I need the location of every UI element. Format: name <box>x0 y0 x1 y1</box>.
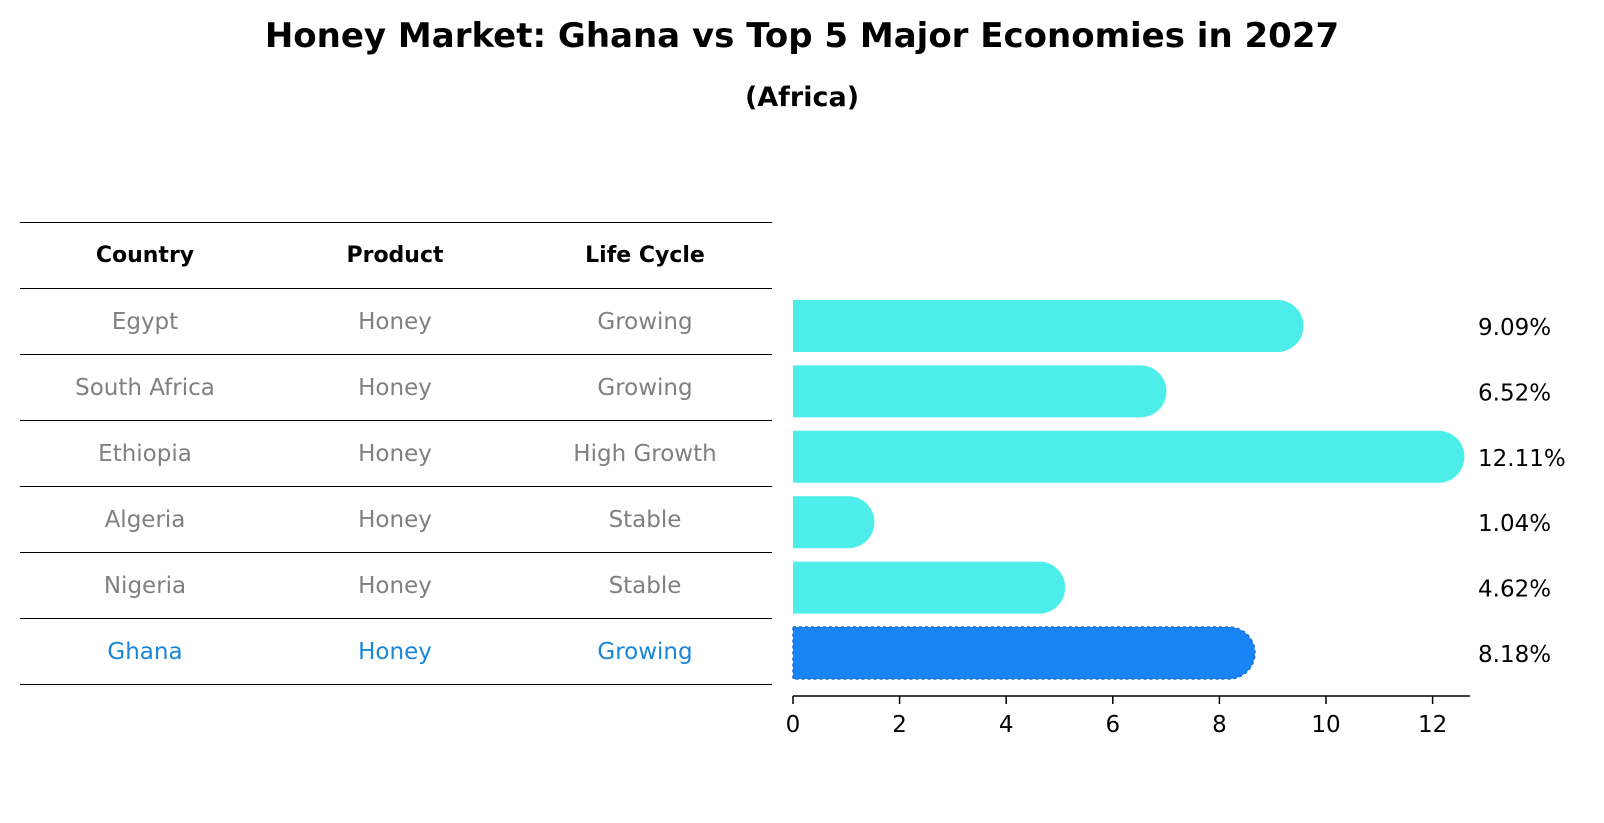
x-tick-label: 6 <box>1105 712 1120 738</box>
data-label: 8.18% <box>1478 642 1551 668</box>
x-tick-label: 10 <box>1311 712 1340 738</box>
table-cell: Growing <box>597 308 693 335</box>
table-cell: Algeria <box>104 506 186 533</box>
table-cell: South Africa <box>75 374 215 401</box>
table-row: South Africa Honey Growing <box>20 354 772 420</box>
x-tick-label: 4 <box>999 712 1014 738</box>
bar-ethiopia <box>793 430 1465 483</box>
data-label: 4.62% <box>1478 577 1551 603</box>
table-cell: Honey <box>358 638 432 665</box>
column-header: Country <box>95 243 195 268</box>
table-row: Egypt Honey Growing <box>20 288 772 354</box>
table-cell: Honey <box>358 440 432 467</box>
table-cell: High Growth <box>573 440 717 467</box>
table-row: Algeria Honey Stable <box>20 486 772 552</box>
table-cell: Ghana <box>107 638 183 665</box>
bar-south-africa <box>793 365 1167 418</box>
table-cell: Growing <box>597 638 693 665</box>
table-cell: Nigeria <box>103 572 187 599</box>
chart-title: Honey Market: Ghana vs Top 5 Major Econo… <box>264 16 1340 56</box>
table-row-highlight: Ghana Honey Growing <box>20 618 772 685</box>
table-cell: Egypt <box>111 308 179 335</box>
table-cell: Ethiopia <box>98 440 192 467</box>
table-cell: Honey <box>358 374 432 401</box>
table-cell: Honey <box>358 572 432 599</box>
data-label: 1.04% <box>1478 511 1551 537</box>
bar-nigeria <box>793 561 1066 614</box>
data-label: 12.11% <box>1478 446 1566 472</box>
table-row: Nigeria Honey Stable <box>20 552 772 618</box>
table-cell: Honey <box>358 506 432 533</box>
data-table: Country Product Life Cycle Egypt Honey G… <box>20 222 772 685</box>
x-tick-label: 2 <box>892 712 907 738</box>
bar-ghana <box>792 626 1256 680</box>
x-tick-label: 12 <box>1418 712 1447 738</box>
table-cell: Stable <box>608 572 682 599</box>
data-label: 6.52% <box>1478 380 1551 406</box>
column-header: Life Cycle <box>585 243 705 268</box>
x-tick-label: 0 <box>786 712 801 738</box>
data-label: 9.09% <box>1478 315 1551 341</box>
table-row: Ethiopia Honey High Growth <box>20 420 772 486</box>
bar-algeria <box>793 496 875 549</box>
table-cell: Stable <box>608 506 682 533</box>
bar-egypt <box>793 300 1304 352</box>
table-header-row: Country Product Life Cycle <box>20 222 772 288</box>
x-tick-label: 8 <box>1212 712 1227 738</box>
chart-subtitle: (Africa) <box>744 82 860 113</box>
column-header: Product <box>346 243 444 268</box>
table-cell: Growing <box>597 374 693 401</box>
table-cell: Honey <box>358 308 432 335</box>
